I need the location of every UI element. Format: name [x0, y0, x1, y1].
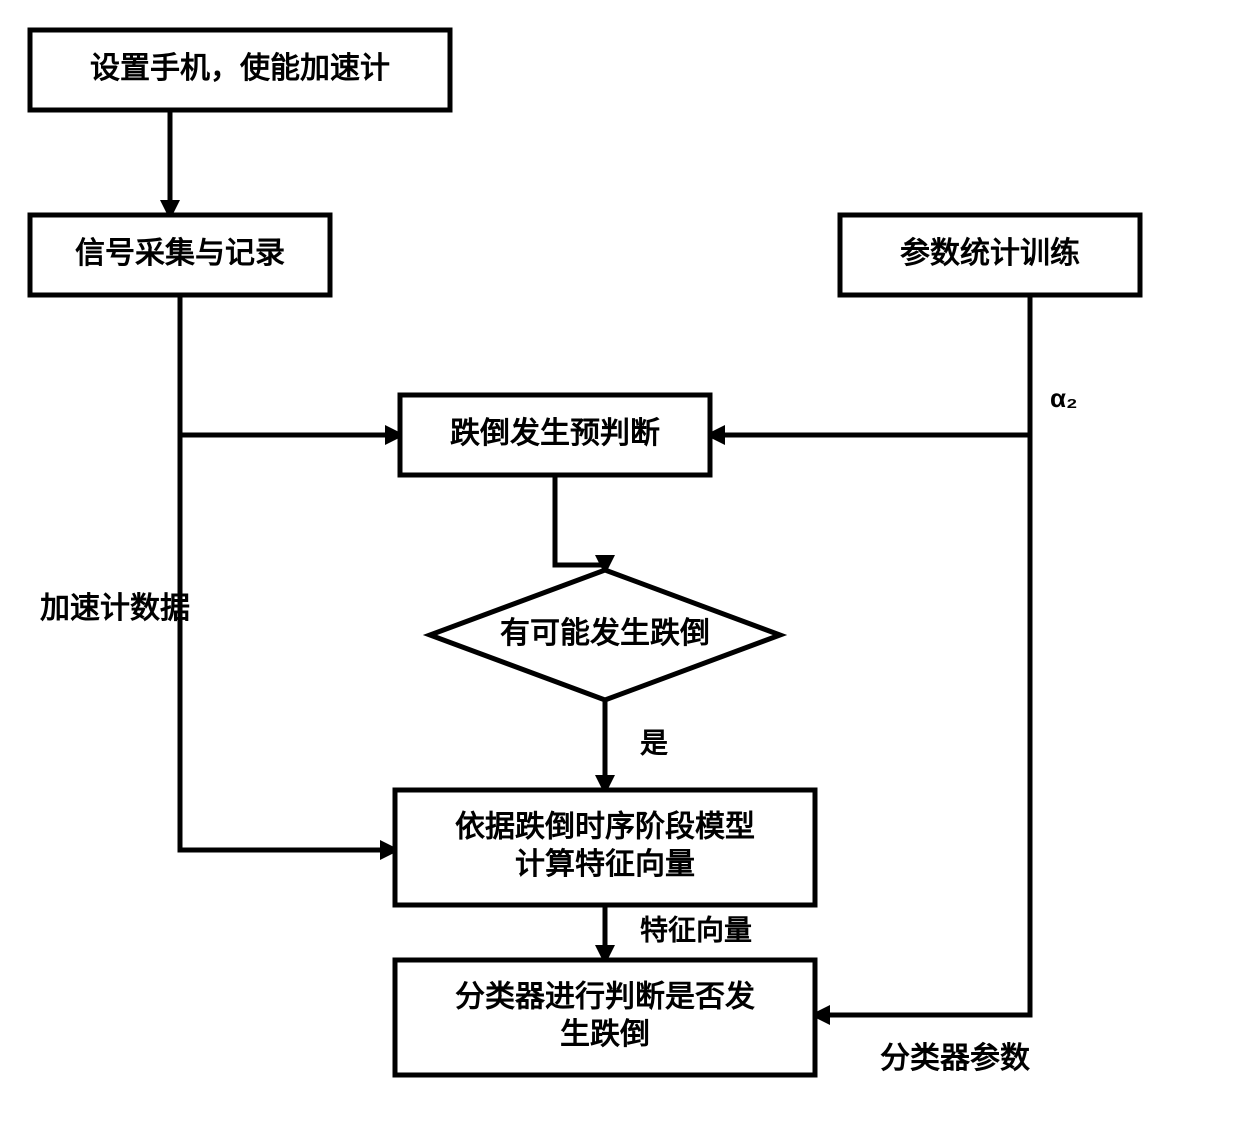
annotation-yes: 是 [640, 727, 668, 758]
node-n6-label-0: 依据跌倒时序阶段模型 [455, 810, 755, 844]
node-n5-label-0: 有可能发生跌倒 [500, 617, 710, 650]
node-n1-label-0: 设置手机，使能加速计 [90, 52, 390, 85]
edge-e4 [710, 295, 1030, 435]
node-n4: 跌倒发生预判断 [400, 395, 710, 475]
node-n3: 参数统计训练 [840, 215, 1140, 295]
annotation-accel_data: 加速计数据 [40, 592, 190, 625]
annotation-clf_param: 分类器参数 [880, 1042, 1031, 1075]
nodes-layer: 设置手机，使能加速计信号采集与记录 参数统计训练跌倒发生预判断有可能发生跌倒依据跌… [30, 30, 1140, 1075]
node-n6: 依据跌倒时序阶段模型计算特征向量 [395, 790, 815, 905]
edge-e5 [815, 435, 1030, 1015]
node-n2: 信号采集与记录 [30, 215, 330, 295]
node-n6-label-1: 计算特征向量 [515, 847, 695, 881]
node-n7-label-0: 分类器进行判断是否发 [455, 981, 755, 1014]
node-n5: 有可能发生跌倒 [430, 570, 780, 700]
node-n2-label-0: 信号采集与记录 [75, 237, 285, 270]
node-n3-label-0: 参数统计训练 [900, 236, 1080, 270]
edge-e6 [555, 475, 605, 570]
node-n7: 分类器进行判断是否发生跌倒 [395, 960, 815, 1075]
annotation-feature: 特征向量 [640, 914, 752, 945]
edge-e2 [180, 295, 400, 435]
edge-e3 [180, 435, 395, 850]
node-n7-label-1: 生跌倒 [560, 1018, 650, 1051]
node-n4-label-0: 跌倒发生预判断 [450, 417, 660, 450]
annotation-alpha: α₂ [1050, 383, 1078, 413]
node-n1: 设置手机，使能加速计 [30, 30, 450, 110]
